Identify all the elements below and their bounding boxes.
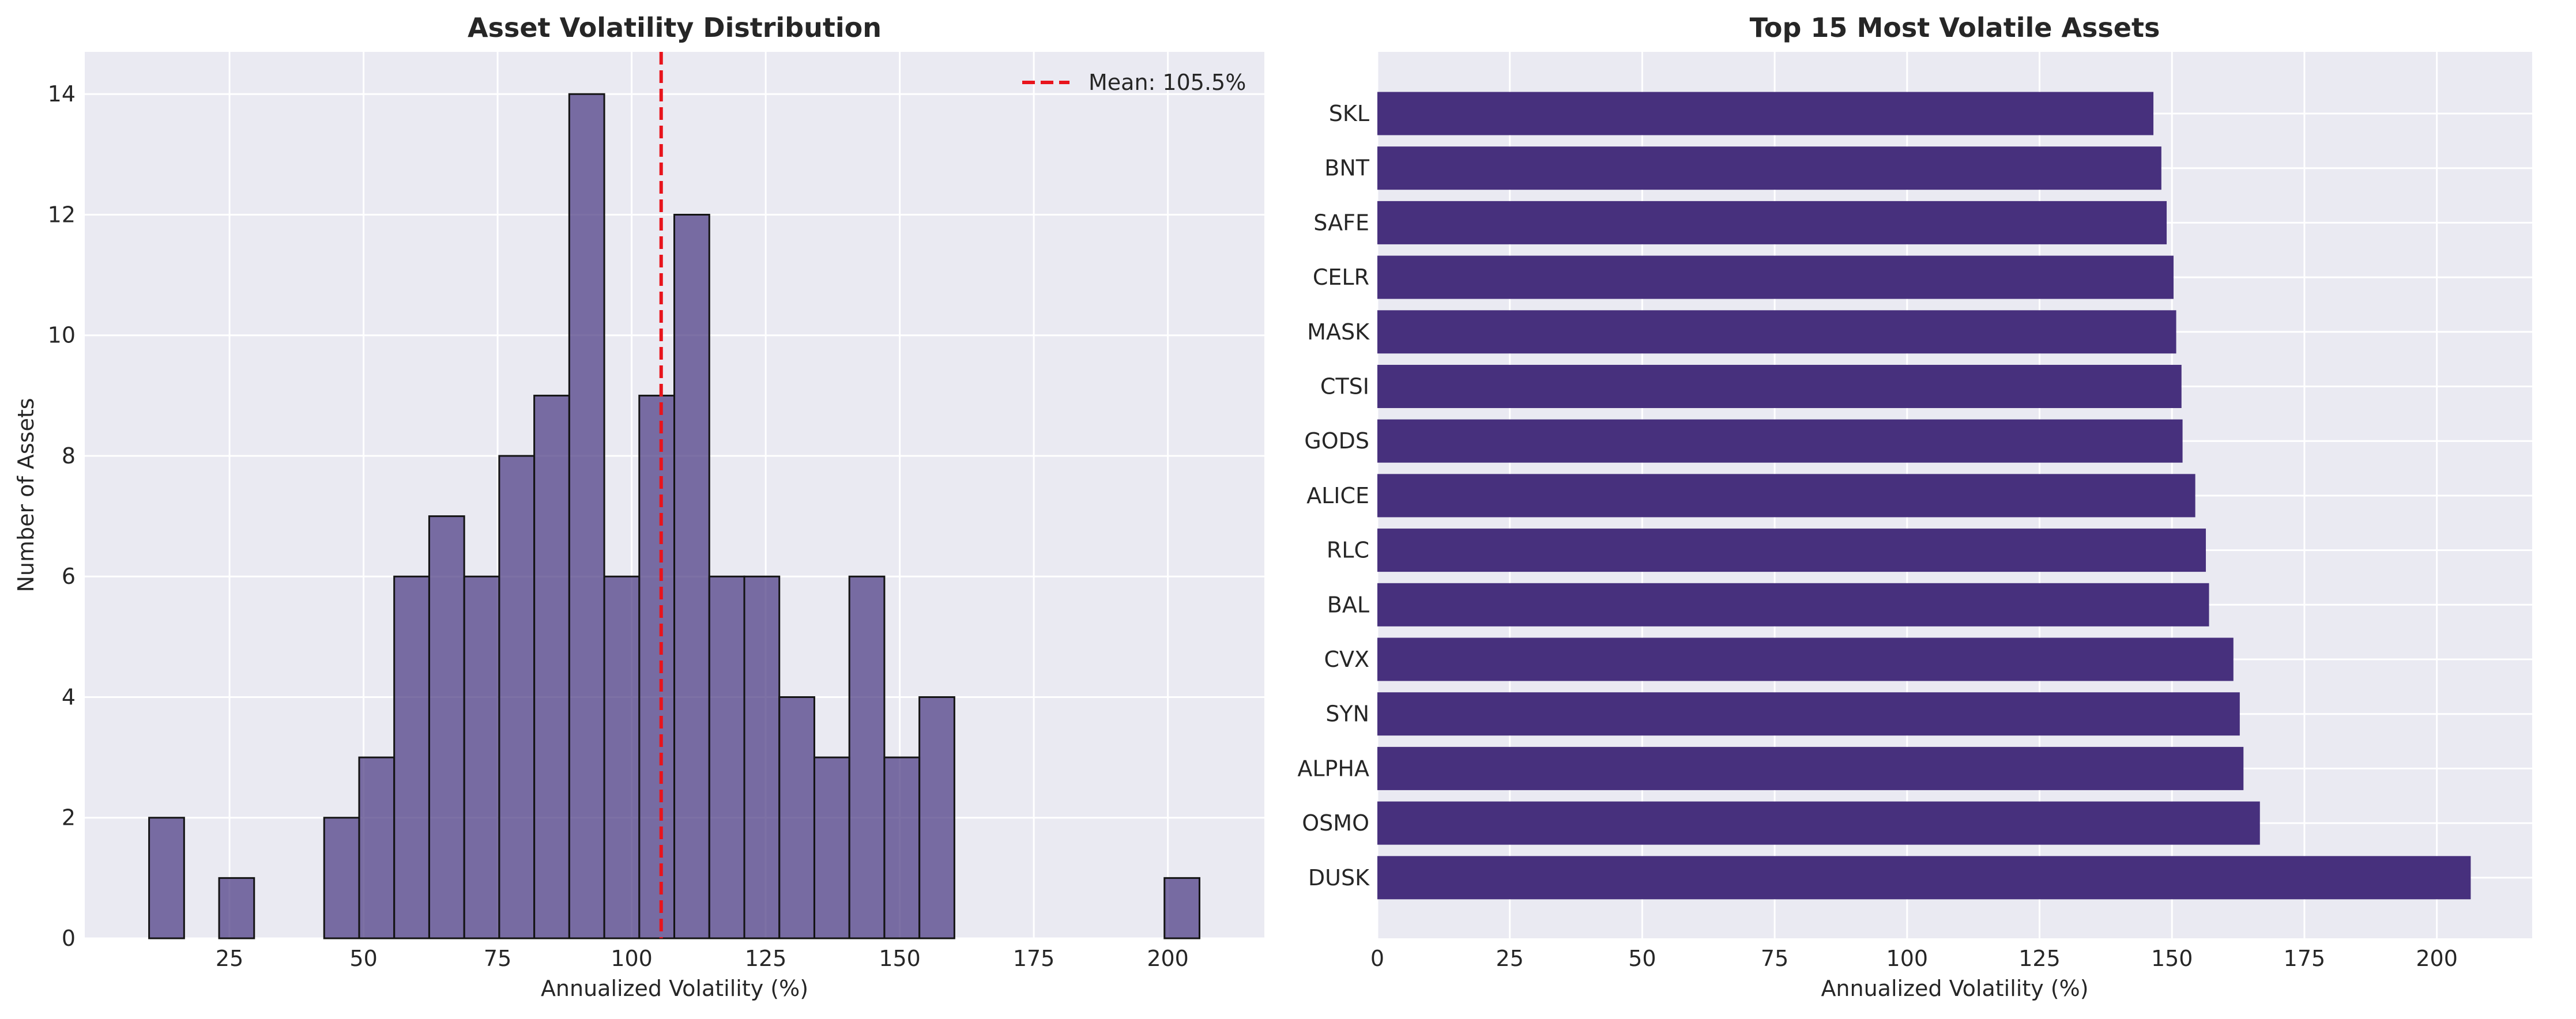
histogram-bar <box>778 696 815 939</box>
histogram-bar <box>428 515 465 939</box>
asset-bar <box>1377 201 2167 244</box>
histogram-x-axis-label: Annualized Volatility (%) <box>541 976 808 1001</box>
histogram-bar <box>323 817 360 939</box>
x-tick-label: 175 <box>2284 946 2326 971</box>
asset-bar <box>1377 419 2183 463</box>
asset-label: SAFE <box>1313 210 1369 235</box>
histogram-bar <box>358 756 396 939</box>
asset-bar <box>1377 92 2154 135</box>
histogram-bar <box>148 817 185 939</box>
x-tick-label: 125 <box>2018 946 2061 971</box>
histogram-bar <box>463 575 500 939</box>
histogram-y-ticks: 0 2 4 6 8 10 12 14 <box>48 81 76 951</box>
histogram-bar <box>1163 877 1200 939</box>
histogram-bar <box>813 756 850 939</box>
asset-label: BAL <box>1327 592 1369 617</box>
histogram-legend: Mean: 105.5% <box>1022 70 1246 95</box>
barchart-bars <box>1377 92 2471 900</box>
asset-label: CVX <box>1324 647 1369 672</box>
asset-bar <box>1377 692 2240 736</box>
volatility-histogram: 25 50 75 100 125 150 175 200 0 2 4 6 8 10 12 14 Asset … <box>13 12 1264 1001</box>
asset-label: SYN <box>1325 701 1369 727</box>
y-tick-label: 10 <box>48 323 76 348</box>
barchart-x-ticks: 0 25 50 75 100 125 150 175 200 <box>1370 946 2458 971</box>
asset-label: MASK <box>1307 319 1370 345</box>
histogram-bar <box>568 93 605 939</box>
asset-bar <box>1377 529 2206 572</box>
asset-label: ALICE <box>1306 483 1369 508</box>
x-tick-label: 200 <box>2416 946 2458 971</box>
asset-bar <box>1377 746 2244 790</box>
x-tick-label: 75 <box>1761 946 1788 971</box>
asset-bar <box>1377 856 2471 900</box>
histogram-bar <box>743 575 781 939</box>
asset-label: BNT <box>1324 156 1369 181</box>
histogram-bar <box>918 696 955 939</box>
x-tick-label: 125 <box>745 946 787 971</box>
y-tick-label: 14 <box>48 81 76 107</box>
asset-label: CTSI <box>1320 374 1369 399</box>
y-tick-label: 0 <box>62 926 76 951</box>
x-tick-label: 150 <box>2151 946 2193 971</box>
x-tick-label: 150 <box>879 946 921 971</box>
x-tick-label: 75 <box>484 946 511 971</box>
y-tick-label: 6 <box>62 564 76 589</box>
legend-mean-label: Mean: 105.5% <box>1089 70 1246 95</box>
x-tick-label: 0 <box>1370 946 1384 971</box>
x-tick-label: 100 <box>1886 946 1929 971</box>
x-tick-label: 25 <box>216 946 243 971</box>
asset-bar <box>1377 146 2161 190</box>
asset-label: GODS <box>1304 428 1369 454</box>
barchart-title: Top 15 Most Volatile Assets <box>1750 12 2160 43</box>
asset-label: CELR <box>1313 265 1369 290</box>
x-tick-label: 200 <box>1147 946 1189 971</box>
histogram-title: Asset Volatility Distribution <box>468 12 882 43</box>
asset-bar <box>1377 310 2176 354</box>
asset-bar <box>1377 255 2174 299</box>
asset-bar <box>1377 637 2234 681</box>
asset-label: DUSK <box>1308 865 1370 890</box>
x-tick-label: 50 <box>1628 946 1656 971</box>
y-tick-label: 8 <box>62 443 76 469</box>
y-tick-label: 2 <box>62 805 76 831</box>
histogram-bars <box>148 93 1200 939</box>
histogram-bar <box>533 394 570 939</box>
asset-label: RLC <box>1327 538 1369 563</box>
asset-label: ALPHA <box>1297 756 1369 781</box>
histogram-bar <box>393 575 430 939</box>
x-tick-label: 175 <box>1013 946 1055 971</box>
asset-bar <box>1377 365 2182 408</box>
histogram-bar <box>638 394 676 939</box>
histogram-x-ticks: 25 50 75 100 125 150 175 200 <box>216 946 1189 971</box>
x-tick-label: 100 <box>611 946 653 971</box>
barchart-y-ticks: SKL BNT SAFE CELR MASK CTSI GODS ALICE RLC BAL CVX… <box>1297 101 1370 890</box>
asset-bar <box>1377 801 2260 845</box>
top-volatile-assets-chart: 0 25 50 75 100 125 150 175 200 SKL BNT SAFE CELR MAS… <box>1297 12 2532 1001</box>
asset-label: SKL <box>1329 101 1369 126</box>
x-tick-label: 25 <box>1496 946 1524 971</box>
histogram-bar <box>673 213 710 939</box>
asset-bar <box>1377 474 2195 518</box>
histogram-y-axis-label: Number of Assets <box>13 398 39 592</box>
asset-bar <box>1377 583 2209 627</box>
histogram-bar <box>218 877 255 939</box>
y-tick-label: 12 <box>48 202 76 227</box>
asset-label: OSMO <box>1302 810 1369 836</box>
barchart-x-axis-label: Annualized Volatility (%) <box>1821 976 2088 1001</box>
histogram-bar <box>848 575 886 939</box>
histogram-bar <box>708 575 745 939</box>
histogram-bar <box>498 455 536 939</box>
y-tick-label: 4 <box>62 684 76 709</box>
histogram-bar <box>883 756 921 939</box>
histogram-bar <box>603 575 641 939</box>
x-tick-label: 50 <box>349 946 377 971</box>
